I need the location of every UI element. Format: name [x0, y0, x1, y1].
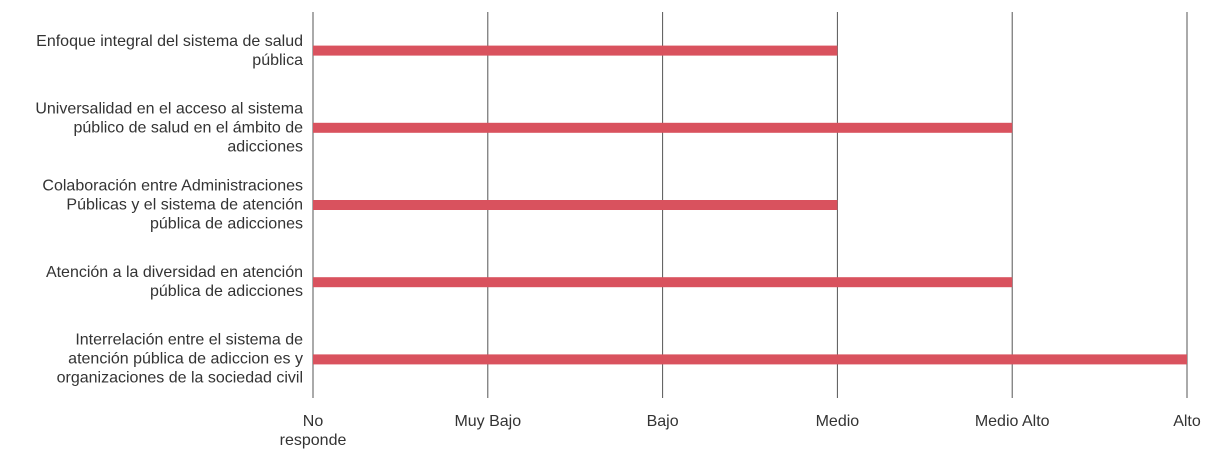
- y-tick-label: Universalidad en el acceso al sistema pú…: [35, 100, 303, 156]
- x-tick-label: Alto: [1173, 413, 1201, 430]
- bar: [313, 122, 1013, 133]
- bar: [313, 200, 838, 210]
- x-tick-label: Medio: [815, 413, 860, 430]
- x-tick-label: No responde: [279, 413, 347, 449]
- bar: [313, 45, 838, 56]
- y-tick-label: Atención a la diversidad en atención púb…: [45, 264, 303, 301]
- y-tick-label: Colaboración entre Administraciones Públ…: [42, 177, 303, 233]
- x-tick-label: Medio Alto: [974, 413, 1050, 430]
- x-tick-label: Muy Bajo: [454, 413, 522, 430]
- y-tick-label: Enfoque integral del sistema de salud pú…: [36, 32, 303, 69]
- x-tick-label: Bajo: [646, 413, 679, 430]
- y-tick-label: Interrelación entre el sistema de atenci…: [56, 331, 303, 387]
- bar: [313, 277, 1013, 288]
- bar: [313, 354, 1187, 365]
